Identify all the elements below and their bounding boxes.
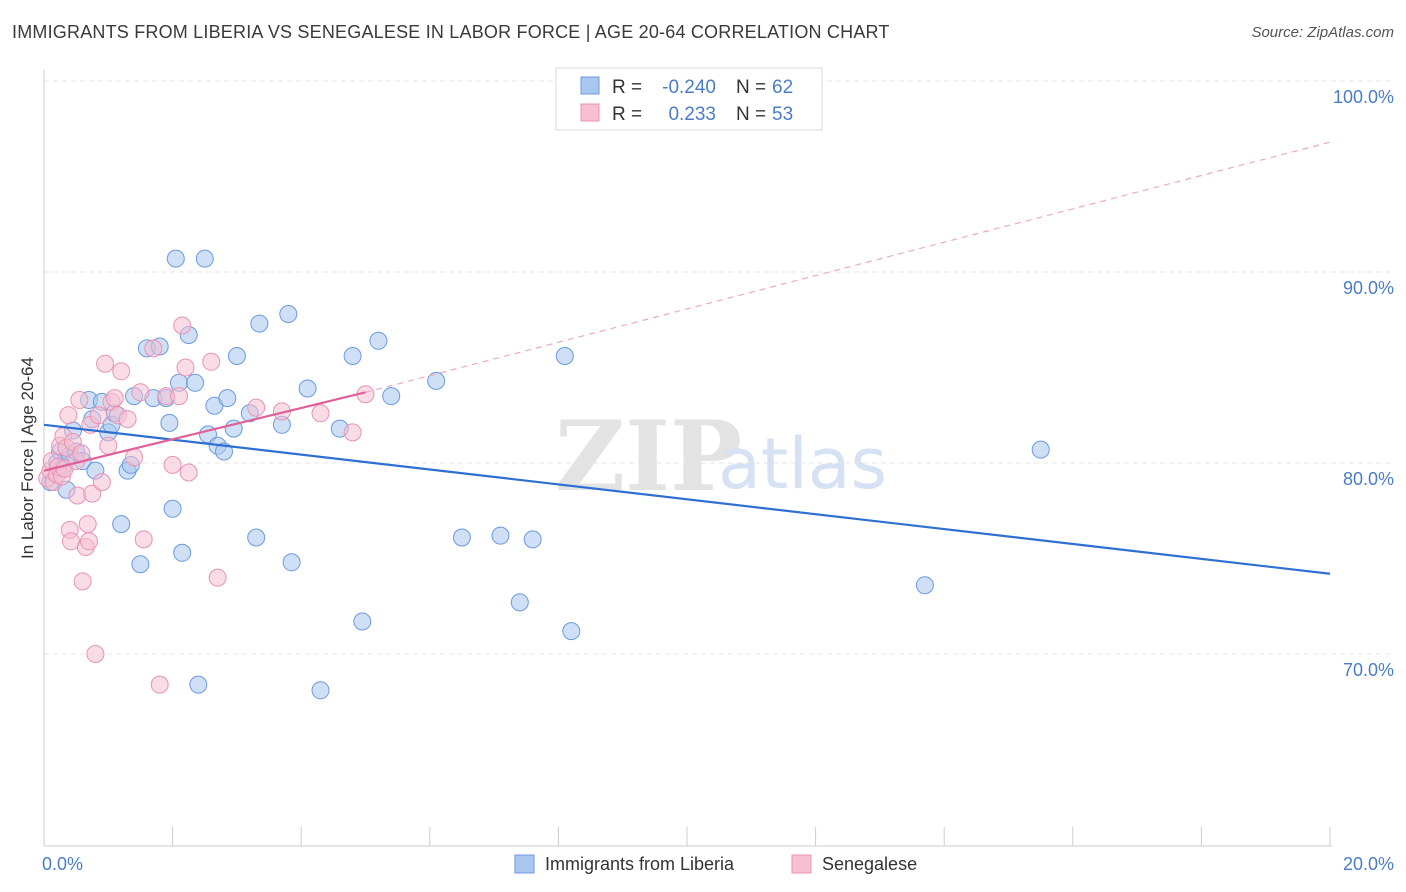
liberia-point bbox=[491, 526, 510, 545]
legend-top-box bbox=[555, 67, 823, 131]
senegalese-point bbox=[86, 645, 105, 663]
senegalese-trendline-extension bbox=[365, 141, 1331, 393]
senegalese-point bbox=[311, 404, 330, 423]
bottom-legend-liberia-swatch bbox=[514, 854, 535, 874]
senegalese-point bbox=[163, 455, 182, 474]
y-tick-label-100: 100.0% bbox=[1333, 87, 1394, 107]
y-axis-label: In Labor Force | Age 20-64 bbox=[18, 357, 37, 559]
liberia-point bbox=[160, 413, 179, 432]
senegalese-point bbox=[80, 532, 98, 551]
senegalese-point bbox=[208, 568, 227, 587]
liberia-point bbox=[279, 305, 298, 323]
senegalese-point bbox=[118, 410, 137, 429]
watermark-zip: ZIP bbox=[555, 400, 742, 513]
liberia-point bbox=[166, 249, 185, 268]
senegalese-point bbox=[125, 448, 143, 467]
legend-n-value-1: 62 bbox=[772, 77, 793, 98]
liberia-point bbox=[163, 499, 182, 518]
legend-r-value-1: -0.240 bbox=[662, 77, 716, 98]
liberia-point bbox=[195, 249, 214, 268]
liberia-point bbox=[250, 314, 269, 333]
bottom-legend-senegalese-label: Senegalese bbox=[822, 854, 917, 874]
legend-liberia-swatch bbox=[580, 76, 600, 95]
y-tick-label-90: 90.0% bbox=[1343, 278, 1394, 298]
liberia-point bbox=[1031, 440, 1050, 459]
senegalese-point bbox=[176, 358, 195, 377]
legend-n-label-2: N = bbox=[736, 104, 766, 125]
liberia-point bbox=[298, 379, 317, 398]
liberia-point bbox=[510, 593, 529, 612]
senegalese-point bbox=[99, 436, 118, 455]
liberia-trendline bbox=[43, 423, 1331, 575]
senegalese-point bbox=[202, 352, 221, 371]
y-tick-labels: 70.0% 80.0% 90.0% 100.0% bbox=[1333, 87, 1394, 680]
liberia-point bbox=[382, 387, 401, 406]
bottom-legend-senegalese-swatch bbox=[791, 854, 812, 874]
senegalese-point bbox=[131, 383, 150, 402]
liberia-point bbox=[915, 576, 934, 595]
liberia-point bbox=[427, 371, 446, 390]
legend-r-label-1: R = bbox=[612, 77, 642, 98]
senegalese-point bbox=[247, 398, 266, 417]
series-senegalese-points bbox=[38, 316, 375, 694]
x-ticks bbox=[43, 827, 1331, 846]
liberia-point bbox=[562, 622, 581, 641]
senegalese-trendline bbox=[43, 391, 366, 472]
legend-bottom: Immigrants from Liberia Senegalese bbox=[514, 854, 917, 874]
liberia-point bbox=[452, 528, 471, 547]
liberia-point bbox=[353, 612, 372, 631]
liberia-point bbox=[311, 681, 330, 700]
legend-n-value-2: 53 bbox=[772, 104, 793, 125]
chart-source: Source: ZipAtlas.com bbox=[1251, 24, 1394, 41]
chart-title: IMMIGRANTS FROM LIBERIA VS SENEGALESE IN… bbox=[12, 22, 890, 42]
senegalese-point bbox=[89, 406, 108, 425]
liberia-point bbox=[112, 515, 131, 534]
senegalese-point bbox=[78, 515, 97, 534]
trendlines bbox=[43, 141, 1331, 575]
liberia-point bbox=[247, 528, 266, 547]
liberia-point bbox=[343, 347, 362, 365]
senegalese-point bbox=[70, 391, 89, 409]
gridlines bbox=[44, 80, 1394, 655]
liberia-point bbox=[282, 553, 301, 572]
senegalese-point bbox=[105, 389, 124, 408]
senegalese-point bbox=[59, 406, 78, 425]
legend-r-label-2: R = bbox=[612, 104, 642, 125]
liberia-point bbox=[555, 347, 574, 365]
legend-n-label-1: N = bbox=[736, 77, 766, 98]
liberia-point bbox=[173, 543, 192, 562]
x-tick-label-min: 0.0% bbox=[42, 854, 83, 874]
senegalese-point bbox=[343, 423, 362, 442]
senegalese-point bbox=[96, 354, 115, 373]
senegalese-point bbox=[68, 486, 87, 505]
y-tick-label-70: 70.0% bbox=[1343, 660, 1394, 680]
senegalese-point bbox=[170, 387, 188, 406]
liberia-point bbox=[369, 331, 388, 350]
senegalese-point bbox=[83, 484, 102, 503]
watermark-atlas: atlas bbox=[718, 423, 887, 505]
senegalese-point bbox=[144, 339, 163, 358]
senegalese-point bbox=[134, 530, 153, 549]
senegalese-point bbox=[112, 362, 131, 381]
liberia-point bbox=[218, 389, 237, 408]
bottom-legend-liberia-label: Immigrants from Liberia bbox=[545, 854, 735, 874]
liberia-point bbox=[189, 675, 208, 694]
senegalese-point bbox=[150, 675, 169, 694]
legend-senegalese-swatch bbox=[580, 103, 600, 122]
liberia-point bbox=[186, 373, 205, 392]
senegalese-point bbox=[73, 572, 92, 591]
liberia-point bbox=[227, 347, 246, 365]
x-tick-label-max: 20.0% bbox=[1343, 854, 1394, 874]
legend-top: R = -0.240 N = 62 R = 0.233 N = 53 bbox=[555, 67, 823, 131]
liberia-point bbox=[131, 555, 150, 574]
liberia-point bbox=[523, 530, 542, 549]
watermark: ZIP atlas bbox=[555, 400, 887, 513]
legend-r-value-2: 0.233 bbox=[668, 104, 716, 125]
senegalese-point bbox=[179, 463, 198, 482]
senegalese-point bbox=[92, 473, 111, 492]
y-tick-label-80: 80.0% bbox=[1343, 469, 1394, 489]
senegalese-point bbox=[173, 316, 192, 335]
